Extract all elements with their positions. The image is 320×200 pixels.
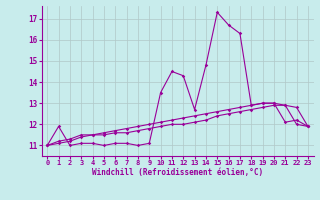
X-axis label: Windchill (Refroidissement éolien,°C): Windchill (Refroidissement éolien,°C) <box>92 168 263 177</box>
